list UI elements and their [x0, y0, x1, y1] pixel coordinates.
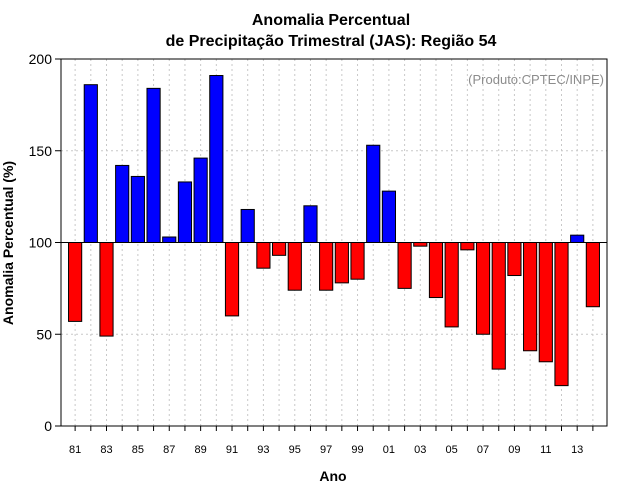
source-annotation: (Produto:CPTEC/INPE)	[468, 72, 604, 87]
y-tick-label: 150	[29, 143, 53, 159]
bar-91	[224, 242, 240, 317]
bar-84	[115, 164, 130, 243]
x-tick-label: 05	[446, 444, 458, 456]
bar-81	[68, 242, 83, 322]
x-tick-label: 03	[414, 444, 426, 456]
bar-93	[256, 242, 271, 269]
bar-83	[99, 242, 114, 337]
y-tick-label: 100	[29, 235, 53, 251]
y-axis: 0 50 100 150 200	[29, 51, 61, 434]
x-tick-label: 01	[383, 444, 395, 456]
bar-03	[413, 242, 428, 247]
y-tick-label: 0	[44, 418, 52, 434]
chart-title-line1: Anomalia Percentual	[252, 12, 410, 29]
y-axis-label: Anomalia Percentual (%)	[0, 161, 16, 325]
bar-11	[538, 242, 553, 363]
x-tick-label: 85	[132, 444, 144, 456]
x-tick-label: 87	[163, 444, 175, 456]
x-tick-label: 09	[508, 444, 520, 456]
bar-07	[475, 242, 491, 335]
bar-89	[193, 157, 208, 243]
bar-08	[491, 242, 506, 370]
bar-99	[350, 242, 365, 280]
bar-82	[83, 84, 98, 243]
grid-layer	[61, 59, 607, 426]
bar-92	[240, 208, 255, 243]
x-tick-label: 81	[69, 444, 81, 456]
bar-87	[162, 236, 177, 243]
x-tick-label: 13	[571, 444, 583, 456]
x-tick-label: 99	[351, 444, 363, 456]
bar-00	[366, 144, 381, 243]
bar-13	[570, 234, 585, 244]
x-tick-label: 97	[320, 444, 332, 456]
x-tick-label: 07	[477, 444, 489, 456]
x-tick-label: 89	[195, 444, 207, 456]
x-axis-label: Ano	[319, 468, 346, 484]
bar-10	[523, 242, 538, 352]
x-tick-label: 93	[257, 444, 269, 456]
x-axis: 81 83 85 87 89 91 93 95 97 99 01 03 05 07 09 11 13	[69, 426, 594, 456]
y-tick-label: 50	[36, 326, 52, 342]
y-tick-label: 200	[29, 51, 53, 67]
bar-01	[381, 190, 397, 243]
x-tick-label: 11	[540, 444, 551, 456]
bar-14	[585, 242, 600, 308]
bar-04	[428, 242, 444, 299]
x-tick-label: 91	[226, 444, 238, 456]
bar-90	[209, 75, 224, 243]
bar-95	[287, 242, 302, 291]
bar-12	[554, 242, 569, 387]
bars-layer	[68, 75, 600, 387]
bar-94	[271, 242, 287, 256]
bar-96	[303, 205, 318, 244]
bar-06	[460, 242, 475, 251]
bar-85	[130, 175, 145, 243]
x-tick-label: 83	[100, 444, 112, 456]
bar-09	[507, 242, 522, 277]
bar-97	[319, 242, 334, 291]
x-tick-label: 95	[289, 444, 301, 456]
bar-98	[334, 242, 349, 284]
bar-02	[397, 242, 412, 289]
bar-05	[444, 242, 459, 328]
chart-title-line2: de Precipitação Trimestral (JAS): Região…	[166, 33, 497, 50]
bar-88	[177, 181, 193, 244]
bar-86	[146, 87, 161, 243]
